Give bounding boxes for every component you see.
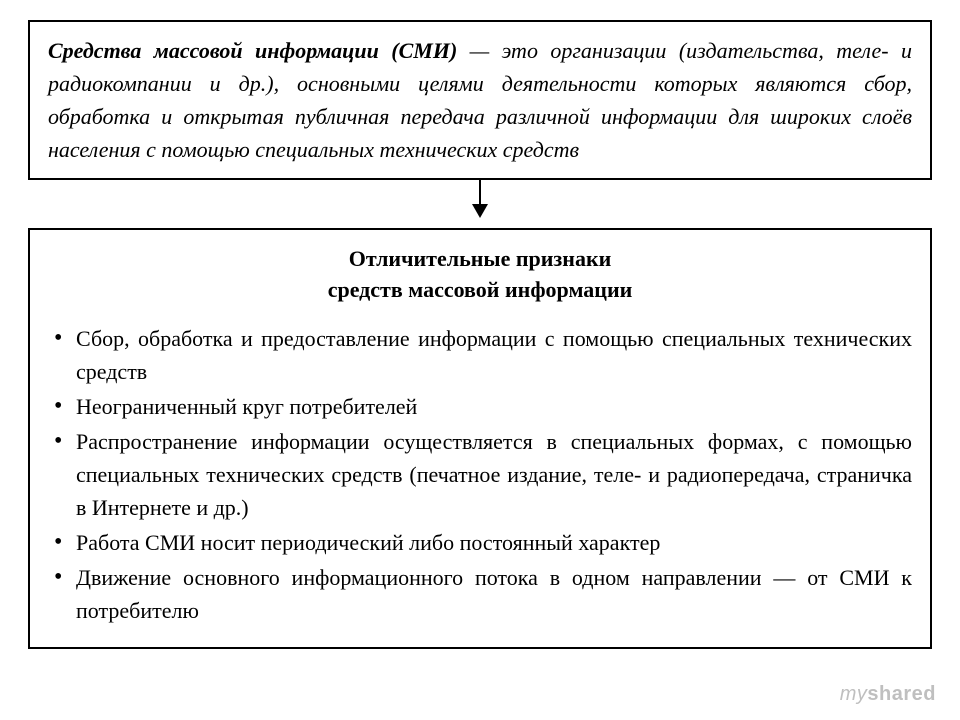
watermark-suffix: shared (867, 683, 936, 705)
definition-box: Средства массовой информации (СМИ) — это… (28, 20, 932, 180)
features-box: Отличительные признаки средств массовой … (28, 228, 932, 649)
features-title-line1: Отличительные признаки (349, 246, 612, 271)
list-item: Неограниченный круг потребителей (48, 390, 912, 423)
list-item: Сбор, обработка и предоставление информа… (48, 322, 912, 388)
list-item: Работа СМИ носит периодический либо пост… (48, 526, 912, 559)
arrow-down-icon (479, 180, 481, 216)
definition-term: Средства массовой информации (СМИ) (48, 38, 457, 63)
list-item: Движение основного информационного поток… (48, 561, 912, 627)
list-item: Распространение информации осуществляетс… (48, 425, 912, 524)
features-list: Сбор, обработка и предоставление информа… (48, 322, 912, 627)
watermark-prefix: my (840, 683, 868, 705)
features-title-line2: средств массовой информации (328, 277, 633, 302)
watermark: myshared (840, 683, 936, 706)
arrow-container (28, 180, 932, 228)
definition-paragraph: Средства массовой информации (СМИ) — это… (48, 34, 912, 166)
features-title: Отличительные признаки средств массовой … (48, 244, 912, 306)
